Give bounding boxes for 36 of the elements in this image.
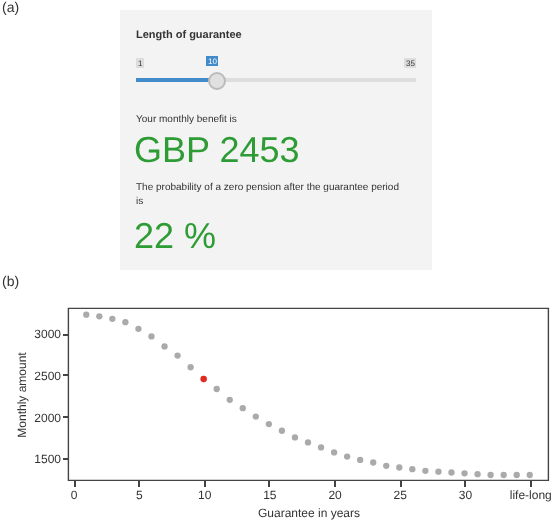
point <box>513 471 520 479</box>
point <box>109 315 116 323</box>
point <box>148 333 155 340</box>
point <box>317 444 325 451</box>
point <box>357 456 364 464</box>
point <box>370 459 377 466</box>
point <box>343 453 351 460</box>
point <box>265 420 273 428</box>
point <box>291 434 299 441</box>
point <box>435 468 442 475</box>
point <box>187 364 194 371</box>
point <box>409 465 416 473</box>
point <box>383 462 390 469</box>
point <box>252 413 259 420</box>
point <box>226 396 233 403</box>
point <box>474 471 481 478</box>
point <box>422 467 429 474</box>
point <box>213 385 220 393</box>
text: 22 % <box>134 216 217 258</box>
point <box>330 449 338 456</box>
point <box>96 313 103 320</box>
point <box>161 343 168 350</box>
point <box>448 469 455 476</box>
point <box>83 311 90 318</box>
point <box>500 471 507 479</box>
text: GBP 2453 <box>134 130 300 172</box>
point <box>304 439 312 446</box>
point <box>135 325 142 333</box>
point <box>122 319 129 326</box>
point <box>487 471 494 479</box>
point <box>461 470 468 477</box>
point <box>526 471 533 479</box>
point <box>278 427 286 434</box>
point <box>174 352 181 359</box>
point <box>239 405 246 412</box>
point <box>396 464 403 471</box>
